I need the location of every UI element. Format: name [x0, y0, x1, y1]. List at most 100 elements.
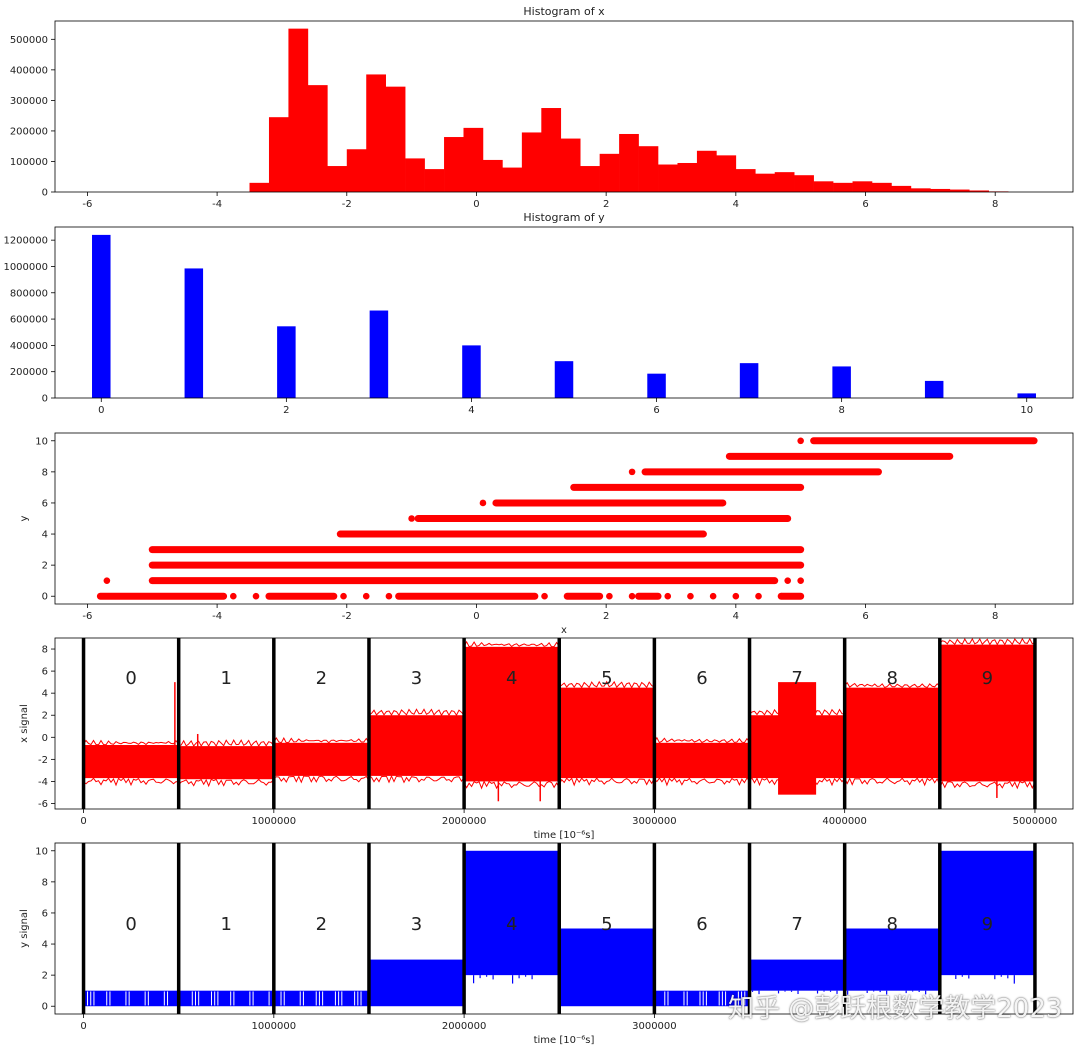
histogram-x-bar — [891, 185, 912, 192]
signal-band — [273, 742, 369, 776]
scatter-point — [385, 592, 393, 600]
x-axis-label: time [10⁻⁶s] — [534, 830, 595, 841]
y-tick-label: -4 — [38, 777, 48, 788]
x-tick-label: 4 — [733, 611, 739, 622]
segment-label: 6 — [696, 668, 707, 689]
y-tick-label: 6 — [42, 908, 48, 919]
histogram-x-bar — [638, 146, 659, 192]
signal-noise-bottom — [558, 777, 655, 787]
histogram-x-bar — [268, 117, 289, 192]
chart-title: Histogram of x — [523, 5, 605, 18]
histogram-y-bar — [92, 234, 111, 398]
histogram-x-bar — [794, 175, 814, 192]
scatter-point — [230, 592, 237, 600]
signal-noise-top — [844, 681, 941, 689]
y-tick-label: 300000 — [10, 96, 48, 107]
x-tick-label: 5000000 — [1013, 816, 1058, 827]
signal-band — [368, 715, 465, 776]
x-tick-label: 6 — [862, 199, 868, 210]
histogram-x-bar — [249, 182, 270, 192]
y-tick-label: 4 — [42, 689, 48, 700]
x-tick-label: 2 — [603, 199, 609, 210]
signal-inset-block — [778, 682, 817, 795]
signal-noise-bottom — [82, 777, 179, 787]
scatter-point — [784, 577, 792, 584]
histogram-x-panel: -6 -4 -2 0 2 4 6 8 0 100000 200000 300000 400000 5000… — [10, 5, 1074, 210]
histogram-x-bar — [327, 166, 348, 192]
x-tick-label: 4 — [468, 405, 474, 416]
y-tick-label: 8 — [42, 645, 48, 656]
signal-noise-top — [939, 638, 1035, 646]
plot-frame — [54, 20, 1074, 193]
y-tick-label: 400000 — [10, 341, 48, 352]
x-tick-label: -2 — [342, 611, 352, 622]
y-tick-label: 0 — [42, 733, 48, 744]
segment-label: 3 — [411, 914, 422, 935]
histogram-x-bar — [716, 155, 737, 192]
signal-noise-top — [653, 736, 750, 744]
histogram-y-bar — [184, 268, 204, 398]
y-tick-label: 4 — [42, 940, 48, 951]
y-tick-label: 400000 — [10, 65, 48, 76]
x-tick-label: 8 — [992, 611, 998, 622]
signal-noise-top — [82, 739, 179, 746]
watermark-text: 知乎 @彭跃根数学教学2023 — [728, 994, 1063, 1024]
y-tick-label: -6 — [38, 799, 48, 810]
scatter-point — [732, 592, 740, 600]
scatter-point — [628, 592, 636, 600]
scatter-point — [709, 592, 717, 600]
segment-label: 5 — [601, 914, 612, 935]
signal-noise-top — [178, 739, 275, 748]
signal-band — [654, 742, 750, 779]
signal-noise-top — [273, 737, 370, 744]
signal-band — [178, 746, 274, 780]
x-tick-label: 2000000 — [442, 816, 487, 827]
segment-label: 7 — [791, 914, 802, 935]
scatter-point — [797, 577, 804, 584]
plot-frame — [54, 432, 1074, 605]
x-axis-label: time [10⁻⁶s] — [534, 1035, 595, 1046]
histogram-y-bar — [1017, 393, 1036, 398]
y-tick-label: 100000 — [10, 157, 48, 168]
x-tick-label: 3000000 — [632, 816, 677, 827]
signal-plot-area — [81, 638, 1037, 809]
histogram-x-bar — [813, 181, 834, 192]
histogram-x-bar — [560, 138, 581, 192]
segment-label: 0 — [125, 668, 136, 689]
histogram-x-bar — [463, 127, 484, 192]
y-tick-label: 1000000 — [3, 262, 48, 273]
histogram-x-bar — [541, 108, 562, 192]
histogram-x-bar — [969, 190, 990, 192]
x-tick-label: -4 — [212, 611, 222, 622]
y-tick-label: 0 — [42, 592, 48, 603]
x-tick-label: 1000000 — [252, 816, 297, 827]
scatter-point — [664, 592, 672, 600]
histogram-x-bar — [852, 181, 873, 192]
signal-band — [464, 646, 560, 782]
histogram-x-bar — [599, 153, 620, 192]
segment-label: 7 — [791, 668, 802, 689]
histogram-x-bar — [424, 169, 445, 192]
y-tick-label: 0 — [42, 1002, 48, 1013]
histogram-x-bar — [833, 182, 853, 192]
signal-noise-top — [558, 680, 655, 689]
segment-label: 5 — [601, 668, 612, 689]
signal-band — [559, 687, 655, 779]
histogram-x-bar — [307, 85, 328, 192]
scatter-point — [362, 592, 370, 600]
segment-label: 2 — [316, 914, 327, 935]
histogram-y-bar — [277, 326, 296, 398]
segment-label: 3 — [411, 668, 422, 689]
x-tick-label: 0 — [80, 1021, 86, 1032]
histogram-x-bar — [619, 133, 639, 192]
scatter-point — [797, 437, 804, 445]
scatter-point — [687, 592, 694, 600]
x-tick-label: 2 — [283, 405, 289, 416]
plot-frame — [54, 842, 1074, 1015]
x-tick-label: 0 — [473, 199, 479, 210]
signal-noise-bottom — [653, 777, 750, 787]
segment-label: 2 — [316, 668, 327, 689]
scatter-point — [479, 499, 487, 507]
x-tick-label: 1000000 — [252, 1021, 297, 1032]
